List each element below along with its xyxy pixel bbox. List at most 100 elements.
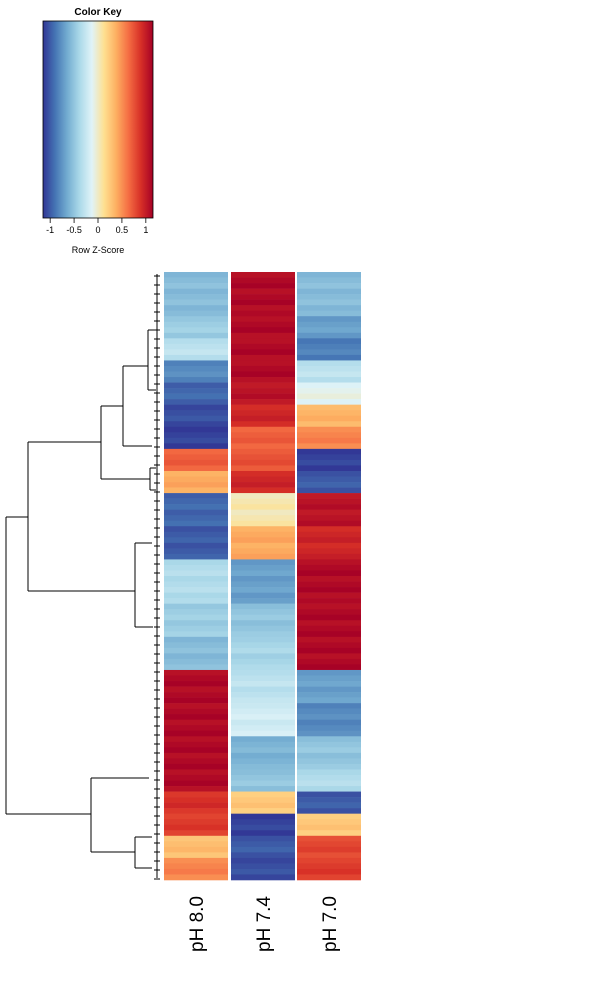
heatmap-cell xyxy=(164,874,228,881)
heatmap-cell xyxy=(164,824,228,831)
heatmap-cell xyxy=(231,454,295,461)
heatmap-cell xyxy=(297,283,361,289)
heatmap-cell xyxy=(297,824,361,831)
heatmap-cell xyxy=(164,354,228,361)
heatmap-cell xyxy=(231,620,295,627)
color-key-ticks: -1 -0.5 0 0.5 1 xyxy=(46,218,148,235)
heatmap-cell xyxy=(164,459,228,466)
heatmap-cell xyxy=(164,719,228,726)
heatmap-cell xyxy=(297,277,361,284)
color-key-xlabel: Row Z-Score xyxy=(72,245,125,255)
heatmap-cell xyxy=(164,581,228,588)
heatmap-cell xyxy=(231,283,295,289)
heatmap-cell xyxy=(164,498,228,505)
heatmap-cell xyxy=(231,288,295,295)
heatmap-cell xyxy=(297,636,361,643)
heatmap-cell xyxy=(164,299,228,306)
heatmap-cell xyxy=(297,443,361,450)
heatmap-cell xyxy=(164,388,228,394)
heatmap-cell xyxy=(297,592,361,599)
heatmap-cell xyxy=(297,526,361,533)
heatmap-cell xyxy=(231,404,295,411)
heatmap-cell xyxy=(297,598,361,604)
heatmap-cell xyxy=(231,360,295,367)
heatmap-cell xyxy=(231,432,295,439)
heatmap-cell xyxy=(297,830,361,837)
heatmap-cell xyxy=(231,470,295,477)
heatmap-cell xyxy=(297,752,361,759)
heatmap-cell xyxy=(164,730,228,737)
heatmap-cell xyxy=(297,747,361,754)
heatmap-cell xyxy=(164,537,228,544)
heatmap-cell xyxy=(297,808,361,814)
heatmap-cell xyxy=(231,498,295,505)
heatmap-cell xyxy=(297,714,361,721)
heatmap-cell xyxy=(297,360,361,367)
heatmap-cell xyxy=(164,763,228,770)
heatmap-cell xyxy=(164,830,228,837)
heatmap-cell xyxy=(164,559,228,566)
heatmap-cell xyxy=(231,493,295,499)
heatmap-cell xyxy=(297,365,361,372)
heatmap-cell xyxy=(231,603,295,610)
heatmap-cell xyxy=(297,791,361,798)
heatmap-cell xyxy=(231,587,295,593)
heatmap-cell xyxy=(231,769,295,776)
heatmap-cell xyxy=(297,415,361,422)
heatmap-cell xyxy=(231,465,295,472)
heatmap-cell xyxy=(164,747,228,754)
heatmap-cell xyxy=(164,780,228,787)
heatmap-cell xyxy=(297,603,361,610)
heatmap-cell xyxy=(297,476,361,483)
heatmap-cell xyxy=(164,399,228,405)
heatmap-cell xyxy=(297,553,361,560)
heatmap-cell xyxy=(231,874,295,881)
heatmap-cell xyxy=(297,504,361,510)
heatmap-cell xyxy=(164,658,228,665)
heatmap-cell xyxy=(297,681,361,687)
heatmap-cell xyxy=(164,675,228,682)
heatmap-cell xyxy=(297,774,361,781)
heatmap-cell xyxy=(297,520,361,527)
heatmap-cell xyxy=(297,410,361,417)
heatmap-cell xyxy=(297,614,361,621)
heatmap-cell xyxy=(164,647,228,654)
heatmap-cell xyxy=(231,669,295,676)
heatmap-cell xyxy=(164,714,228,721)
heatmap-cell xyxy=(164,620,228,627)
heatmap-cell xyxy=(231,526,295,533)
heatmap-cell xyxy=(297,653,361,660)
heatmap-cell xyxy=(164,283,228,289)
heatmap-cell xyxy=(231,741,295,748)
heatmap-cell xyxy=(164,321,228,328)
heatmap-cell xyxy=(231,592,295,599)
heatmap-cell xyxy=(297,299,361,306)
heatmap-cell xyxy=(164,338,228,345)
heatmap-cell xyxy=(297,305,361,311)
heatmap-cell xyxy=(164,504,228,510)
heatmap-cell xyxy=(164,642,228,649)
heatmap-cell xyxy=(164,316,228,323)
heatmap-cell xyxy=(231,459,295,466)
heatmap-cell xyxy=(297,338,361,345)
heatmap-cell xyxy=(297,675,361,682)
heatmap-cell xyxy=(231,714,295,721)
heatmap-cell xyxy=(297,797,361,803)
heatmap-cell xyxy=(164,404,228,411)
heatmap-cell xyxy=(297,294,361,300)
heatmap-cell xyxy=(297,493,361,499)
heatmap-cell xyxy=(231,377,295,383)
heatmap-cell xyxy=(231,321,295,328)
heatmap-cell xyxy=(164,614,228,621)
heatmap-cell xyxy=(297,642,361,649)
heatmap-cell xyxy=(231,581,295,588)
heatmap-cell xyxy=(164,681,228,687)
heatmap-cell xyxy=(231,863,295,870)
heatmap-cell xyxy=(231,487,295,494)
heatmap-cell xyxy=(164,410,228,417)
heatmap-cell xyxy=(164,846,228,853)
heatmap-cell xyxy=(297,437,361,444)
heatmap-cell xyxy=(297,686,361,693)
heatmap-cell xyxy=(231,354,295,361)
heatmap-cell xyxy=(297,459,361,466)
